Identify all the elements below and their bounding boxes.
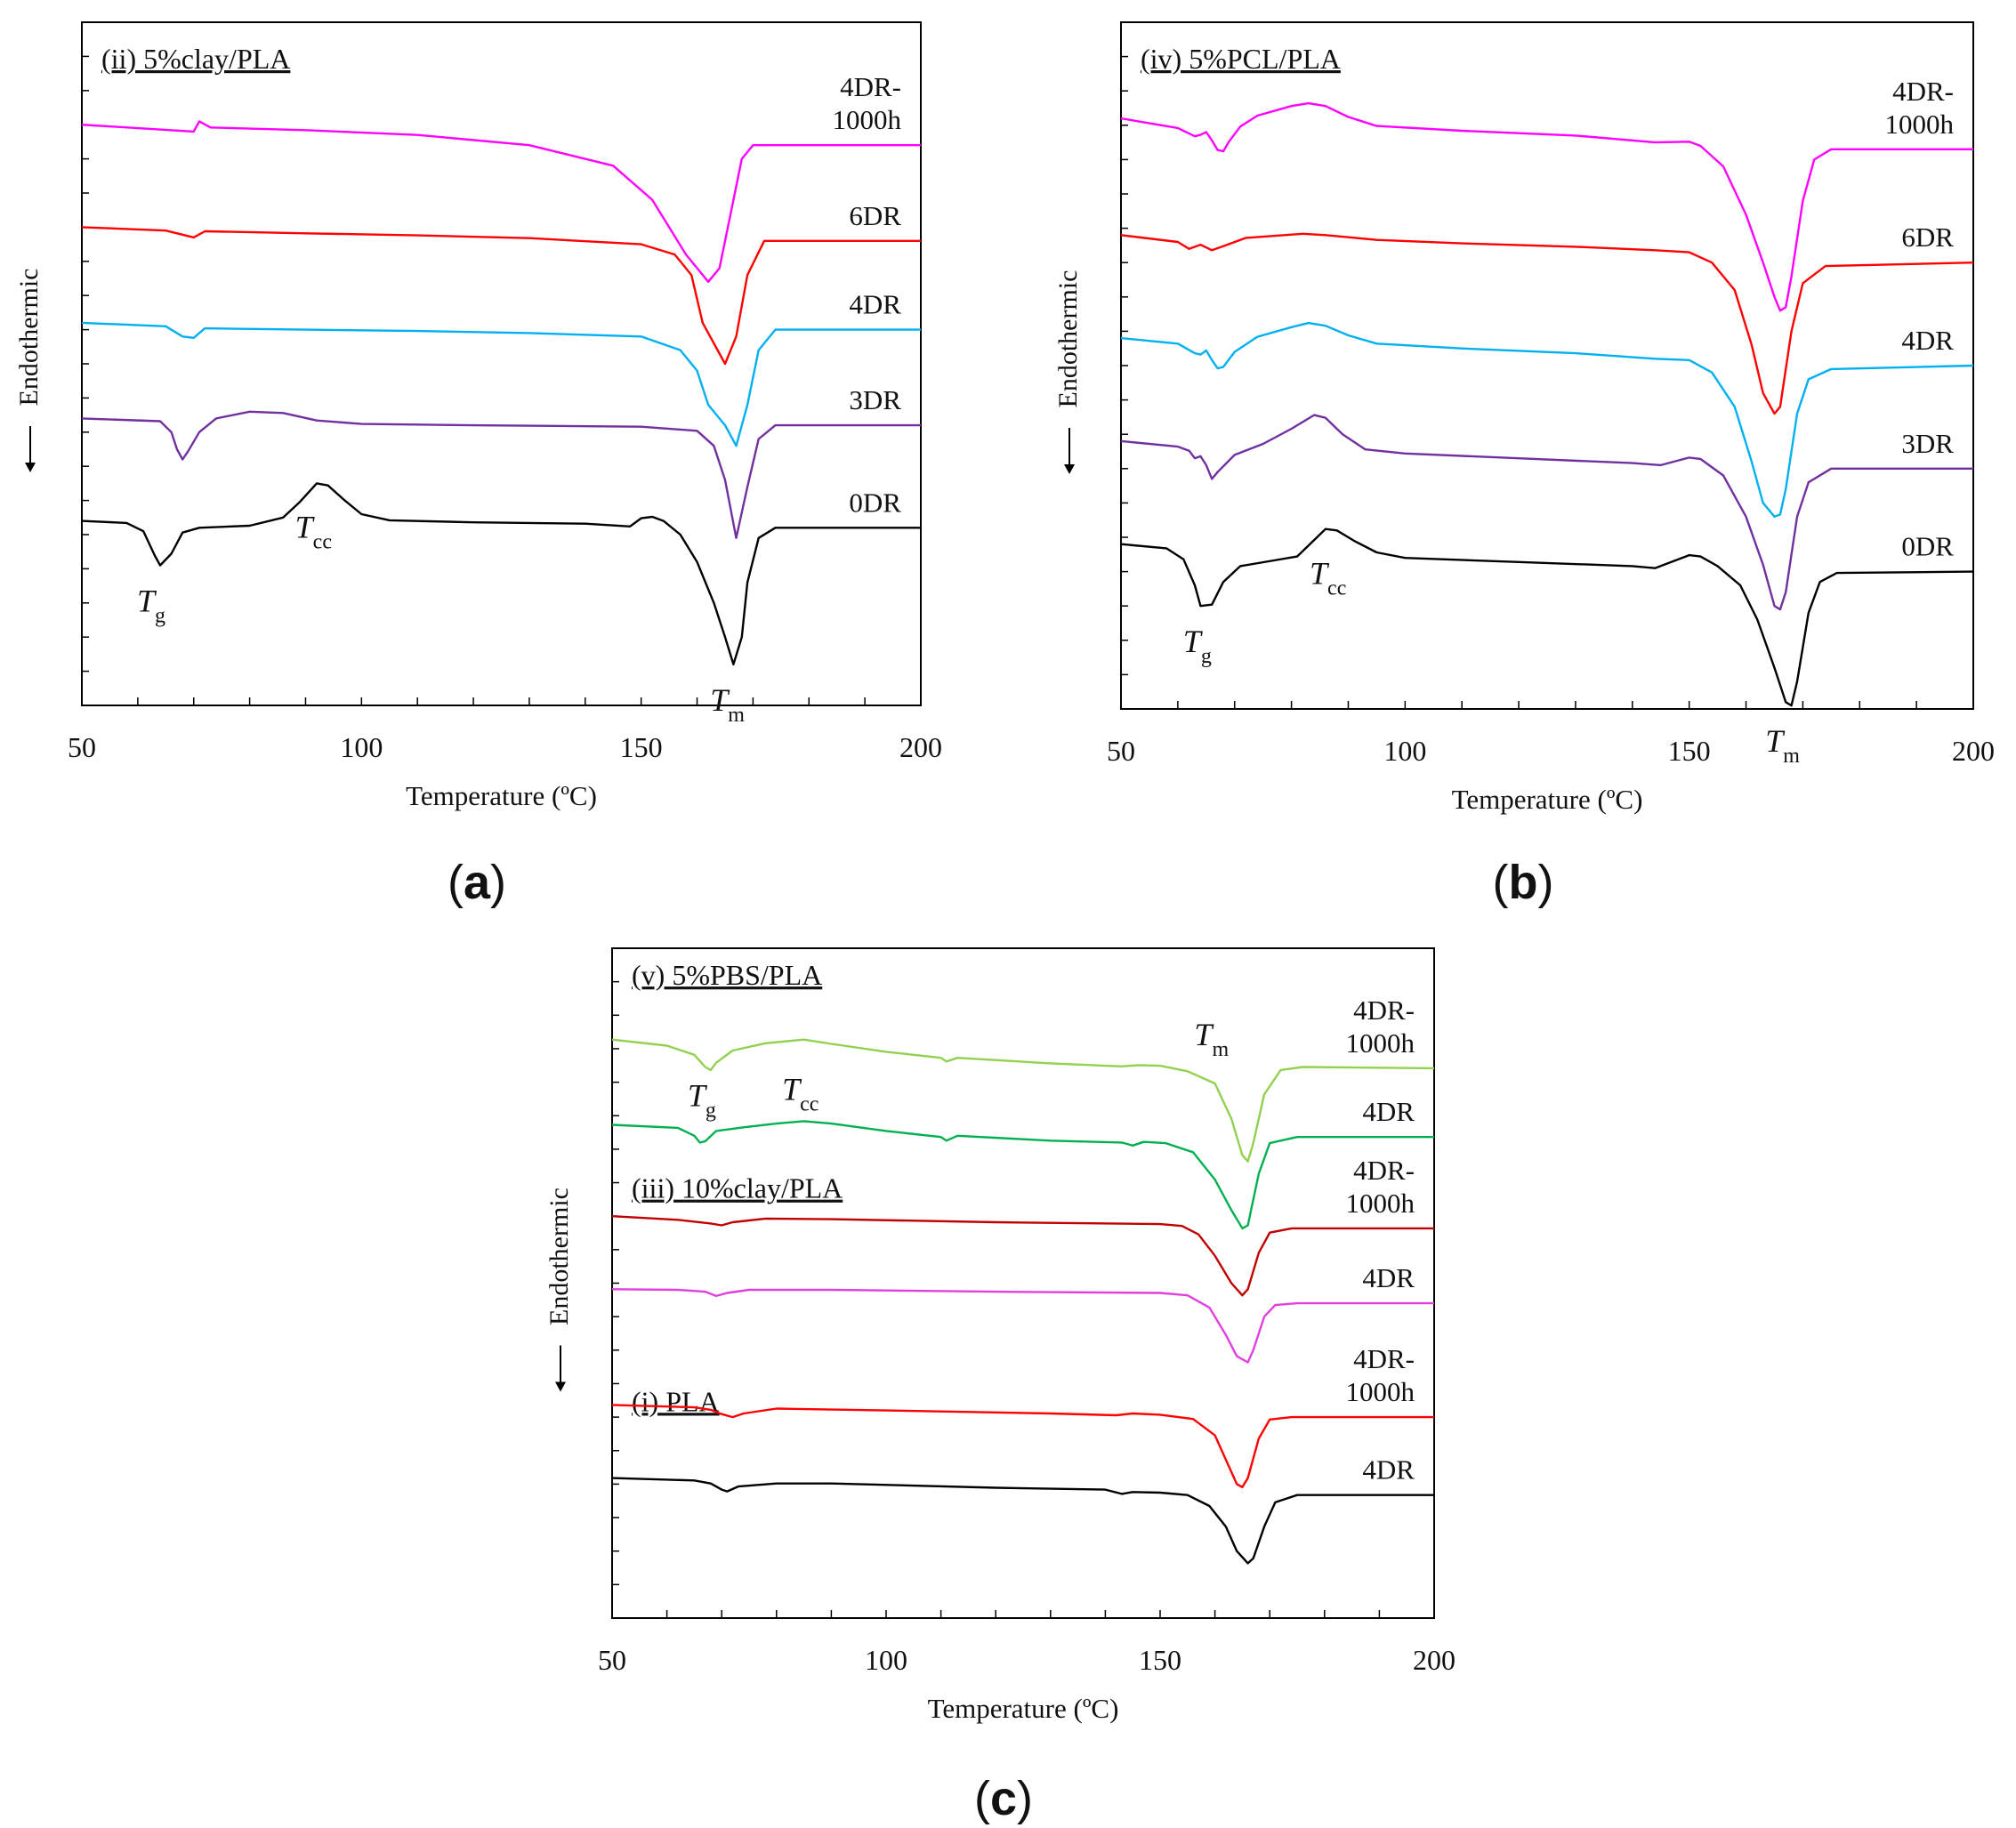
annotation-g: Tg [688,1077,716,1122]
series-line [1120,527,1974,707]
plot-frame [1120,21,1974,710]
group-title: (iii) 10%clay/PLA [632,1172,843,1204]
panel-label: (a) [448,856,506,909]
x-tick-label: 100 [1383,735,1426,767]
y-axis-title: Endothermic [14,269,44,407]
x-axis-title: Temperature (ºC) [928,1693,1119,1724]
plot-frame [81,21,922,706]
panel-c: 50 100 150 200 Temperature (ºC) Endothermic (v… [544,947,1456,1825]
panel-a: 50 100 150 200 Temperature (ºC) Endothermic (i… [14,21,942,909]
x-axis-title: Temperature (ºC) [1452,784,1643,815]
series-label: 4DR [1362,1454,1415,1486]
series-label: 3DR [1901,428,1954,459]
annotation-cc: Tcc [295,510,332,554]
series-line [1120,321,1974,518]
series-label: 4DR- [1353,995,1415,1026]
series-label: 4DR [1362,1096,1415,1127]
plot-frame [611,947,1435,1619]
annotation-subscript: cc [800,1093,818,1116]
x-tick-label: 50 [1107,735,1135,767]
annotation-m: Tm [710,682,745,727]
series-label: 4DR- [840,71,901,102]
series-label: 4DR- [1353,1343,1415,1374]
series-label: 0DR [1901,531,1954,562]
panel-label: (b) [1493,856,1554,909]
x-tick-label: 100 [865,1644,907,1676]
annotation-cc: Tcc [1310,555,1346,600]
series-line [611,1477,1434,1565]
x-tick-label: 200 [1952,735,1995,767]
annotation-subscript: g [706,1099,716,1122]
x-tick-label: 200 [899,731,942,763]
x-tick-label: 100 [340,731,383,763]
annotation-subscript: g [1201,645,1212,668]
x-tick-label: 150 [1139,1644,1181,1676]
annotation-m: Tm [1194,1017,1229,1061]
x-tick-label: 50 [598,1644,626,1676]
panel-title: (ii) 5%clay/PLA [101,43,290,75]
endothermic-arrow-head [25,463,36,472]
annotation-subscript: cc [313,531,332,554]
series-line [611,1215,1434,1297]
series-label: 4DR- [1892,76,1954,107]
annotation-subscript: m [1212,1038,1229,1061]
series-label: 1000h [833,104,902,135]
endothermic-arrow-head [555,1381,566,1392]
panel-b: 50 100 150 200 Temperature (ºC) Endothermic (i… [1053,21,1995,909]
endothermic-arrow-head [1064,464,1075,474]
x-tick-label: 150 [1668,735,1711,767]
series-label: 6DR [1901,221,1954,253]
series-line [81,226,921,366]
series-label: 0DR [849,487,901,518]
panel-label: (c) [974,1772,1033,1825]
series-line [611,1120,1434,1230]
series-label: 6DR [849,200,901,231]
series-label: 4DR [1901,325,1954,356]
series-line [611,1404,1434,1488]
series-line [81,410,921,539]
series-line [81,321,921,447]
panel-title: (iv) 5%PCL/PLA [1141,43,1341,75]
y-axis-title: Endothermic [544,1188,574,1325]
annotation-subscript: m [728,704,745,727]
series-line [81,120,921,283]
annotation-g: Tg [137,584,165,628]
series-line [611,1038,1435,1163]
annotation-m: Tm [1765,723,1800,768]
annotation-subscript: m [1783,745,1800,768]
x-tick-label: 200 [1413,1644,1456,1676]
x-tick-label: 50 [68,731,96,763]
series-label: 1000h [1346,1027,1415,1059]
x-axis-title: Temperature (ºC) [406,780,597,811]
series-label: 3DR [849,384,901,415]
series-line [1120,232,1974,415]
x-tick-label: 150 [620,731,663,763]
series-label: 4DR [849,289,901,320]
series-line [1120,414,1973,611]
series-line [611,1288,1434,1364]
group-title: (i) PLA [632,1385,720,1417]
group-title: (v) 5%PBS/PLA [632,959,822,991]
annotation-cc: Tcc [782,1072,818,1116]
annotation-g: Tg [1183,624,1212,668]
series-label: 4DR [1362,1262,1415,1293]
annotation-subscript: g [155,605,165,628]
series-line [1120,101,1973,312]
series-label: 1000h [1346,1376,1415,1407]
y-axis-title: Endothermic [1053,270,1083,408]
annotation-subscript: cc [1327,576,1346,600]
series-line [81,482,921,666]
series-label: 4DR- [1353,1155,1415,1186]
series-label: 1000h [1346,1188,1415,1219]
series-label: 1000h [1885,109,1955,140]
